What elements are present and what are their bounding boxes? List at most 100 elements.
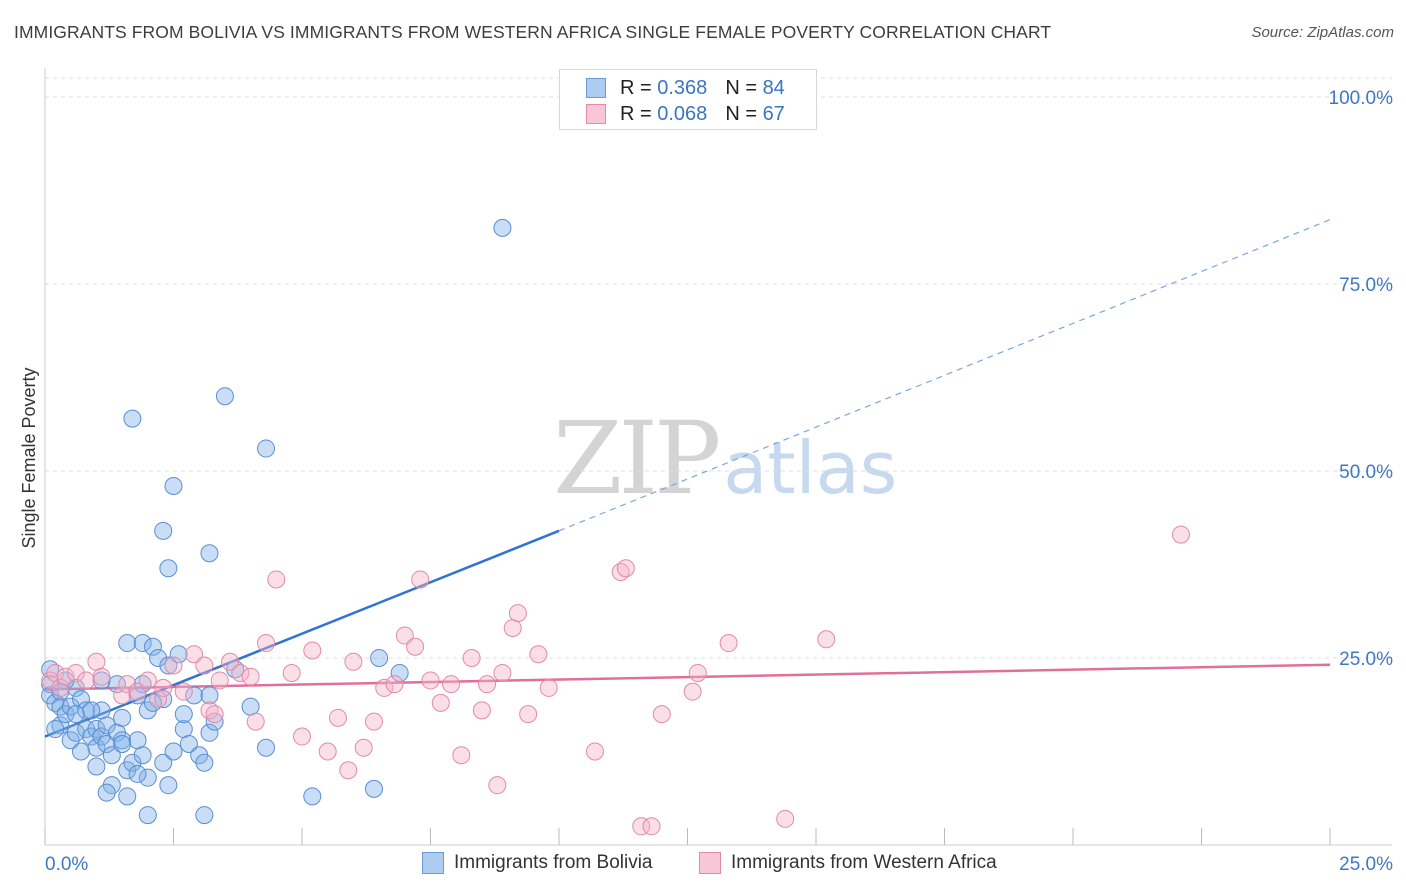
point-bolivia bbox=[123, 753, 142, 772]
point-bolivia bbox=[66, 705, 85, 724]
point-western-africa bbox=[683, 682, 702, 701]
point-western-africa bbox=[478, 675, 497, 694]
legend-label-western-africa: Immigrants from Western Africa bbox=[731, 852, 997, 873]
point-bolivia bbox=[97, 735, 116, 754]
point-western-africa bbox=[195, 656, 214, 675]
point-western-africa bbox=[257, 634, 276, 653]
point-bolivia bbox=[370, 649, 389, 667]
point-western-africa bbox=[210, 671, 229, 690]
point-bolivia bbox=[87, 757, 106, 776]
point-bolivia bbox=[154, 521, 173, 540]
point-western-africa bbox=[303, 641, 322, 660]
point-bolivia bbox=[128, 731, 147, 750]
point-bolivia bbox=[257, 439, 276, 458]
legend-row-western-africa: R = 0.068 N = 67 bbox=[586, 102, 785, 126]
point-western-africa bbox=[529, 645, 548, 664]
point-western-africa bbox=[205, 705, 224, 724]
point-bolivia bbox=[113, 708, 132, 727]
point-western-africa bbox=[503, 619, 522, 638]
legend-item-western-africa[interactable]: Immigrants from Western Africa bbox=[699, 852, 997, 874]
n-label: N = bbox=[725, 102, 757, 125]
point-bolivia bbox=[118, 787, 137, 806]
point-western-africa bbox=[328, 708, 347, 727]
point-western-africa bbox=[406, 637, 425, 656]
point-bolivia bbox=[364, 779, 383, 798]
point-bolivia bbox=[71, 742, 90, 761]
point-bolivia bbox=[303, 787, 322, 806]
point-bolivia bbox=[195, 753, 214, 772]
point-western-africa bbox=[585, 742, 604, 761]
point-western-africa bbox=[452, 746, 471, 765]
r-label: R = bbox=[620, 76, 652, 99]
point-western-africa bbox=[128, 682, 147, 701]
y-axis-title: Single Female Poverty bbox=[19, 367, 39, 548]
y-tick-label: 100.0% bbox=[1329, 88, 1394, 109]
point-western-africa bbox=[642, 817, 661, 836]
point-bolivia bbox=[149, 649, 168, 667]
point-western-africa bbox=[87, 652, 106, 671]
point-bolivia bbox=[159, 776, 178, 795]
point-western-africa bbox=[375, 678, 394, 697]
point-western-africa bbox=[113, 686, 132, 705]
point-bolivia bbox=[174, 705, 193, 724]
point-western-africa bbox=[817, 630, 836, 649]
n-label: N = bbox=[725, 76, 757, 99]
point-bolivia bbox=[200, 723, 219, 742]
point-western-africa bbox=[185, 645, 204, 664]
point-western-africa bbox=[339, 761, 358, 780]
point-western-africa bbox=[776, 809, 795, 828]
point-western-africa bbox=[462, 649, 481, 667]
point-western-africa bbox=[56, 667, 75, 686]
x-tick-label: 0.0% bbox=[45, 854, 88, 875]
point-western-africa bbox=[92, 667, 111, 686]
point-bolivia bbox=[200, 686, 219, 705]
n-value: 67 bbox=[762, 102, 785, 125]
point-western-africa bbox=[293, 727, 311, 746]
point-bolivia bbox=[123, 409, 142, 428]
point-western-africa bbox=[344, 652, 363, 671]
axis-labels: 25.0% 50.0% 75.0% 100.0% 0.0% 25.0% Single Fem… bbox=[19, 88, 1393, 875]
point-western-africa bbox=[77, 671, 96, 690]
point-western-africa bbox=[154, 678, 173, 697]
point-western-africa bbox=[221, 652, 240, 671]
point-western-africa bbox=[174, 682, 193, 701]
point-bolivia bbox=[195, 806, 214, 825]
point-bolivia bbox=[215, 387, 234, 406]
point-bolivia bbox=[113, 731, 132, 750]
point-bolivia bbox=[174, 720, 193, 739]
point-bolivia bbox=[241, 697, 260, 716]
point-western-africa bbox=[51, 678, 70, 697]
point-bolivia bbox=[82, 701, 101, 720]
point-western-africa bbox=[719, 634, 738, 653]
trendline-bolivia bbox=[44, 529, 560, 738]
point-western-africa bbox=[472, 701, 491, 720]
point-western-africa bbox=[246, 712, 265, 731]
point-bolivia bbox=[493, 218, 512, 237]
x-tick-label: 25.0% bbox=[1339, 854, 1393, 875]
point-bolivia bbox=[179, 735, 198, 754]
point-western-africa bbox=[519, 705, 538, 724]
point-bolivia bbox=[133, 634, 152, 653]
point-western-africa bbox=[421, 671, 440, 690]
point-bolivia bbox=[200, 544, 219, 563]
legend-item-bolivia[interactable]: Immigrants from Bolivia bbox=[422, 852, 653, 874]
y-tick-label: 50.0% bbox=[1339, 462, 1393, 483]
point-bolivia bbox=[77, 701, 96, 720]
point-bolivia bbox=[107, 675, 126, 694]
point-bolivia bbox=[102, 746, 121, 765]
point-bolivia bbox=[97, 783, 116, 802]
point-western-africa bbox=[364, 712, 383, 731]
point-western-africa bbox=[488, 776, 507, 795]
point-western-africa bbox=[164, 656, 183, 675]
point-western-africa bbox=[616, 559, 635, 578]
legend-swatch-western-africa bbox=[699, 852, 721, 874]
point-western-africa bbox=[442, 675, 461, 694]
point-bolivia bbox=[164, 476, 183, 495]
point-bolivia bbox=[113, 735, 132, 754]
point-bolivia bbox=[97, 716, 116, 735]
point-bolivia bbox=[66, 723, 85, 742]
watermark: ZIPatlas bbox=[553, 400, 897, 517]
gridlines bbox=[45, 77, 1392, 659]
point-bolivia bbox=[133, 746, 152, 765]
point-western-africa bbox=[411, 570, 430, 589]
